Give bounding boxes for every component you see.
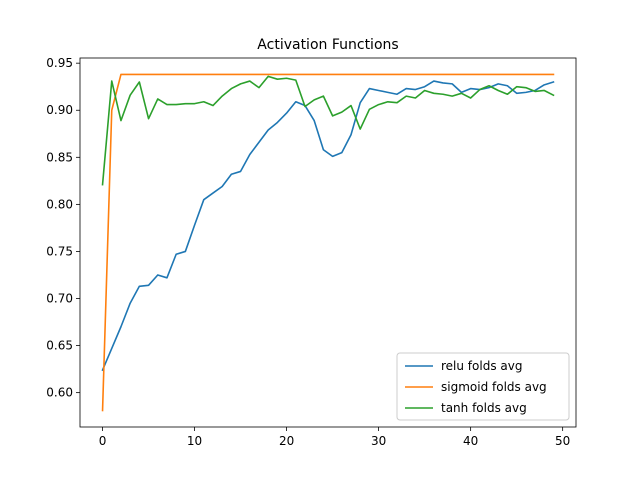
series-line-sigmoid bbox=[101, 73, 555, 412]
y-tick-label: 0.95 bbox=[46, 56, 73, 70]
y-tick-label: 0.80 bbox=[46, 197, 73, 211]
series-line-relu bbox=[101, 80, 555, 372]
x-tick-label: 50 bbox=[555, 434, 570, 448]
x-tick-label: 10 bbox=[187, 434, 202, 448]
y-tick-label: 0.65 bbox=[46, 339, 73, 353]
legend-box bbox=[396, 352, 570, 421]
y-tick-label: 0.75 bbox=[46, 244, 73, 258]
legend-entry: sigmoid folds avg bbox=[441, 380, 547, 394]
axes-layer: 0 10 20 30 40 50 0.60 0.65 0.70 0.75 0.80 0.85 0.90 0… bbox=[46, 56, 577, 448]
series-layer bbox=[101, 73, 555, 412]
x-tick-label: 40 bbox=[463, 434, 478, 448]
y-tick-label: 0.60 bbox=[46, 386, 73, 400]
legend: relu folds avg sigmoid folds avg tanh fold… bbox=[396, 352, 570, 421]
plot-frame bbox=[79, 57, 577, 428]
x-tick-label: 30 bbox=[371, 434, 386, 448]
y-tick-label: 0.90 bbox=[46, 103, 73, 117]
legend-entry: relu folds avg bbox=[441, 359, 522, 373]
y-tick-label: 0.85 bbox=[46, 150, 73, 164]
chart-title: Activation Functions bbox=[257, 37, 398, 53]
x-tick-label: 20 bbox=[279, 434, 294, 448]
x-tick-label: 0 bbox=[99, 434, 107, 448]
series-line-tanh bbox=[101, 75, 555, 186]
y-tick-label: 0.70 bbox=[46, 292, 73, 306]
legend-entry: tanh folds avg bbox=[441, 401, 527, 415]
